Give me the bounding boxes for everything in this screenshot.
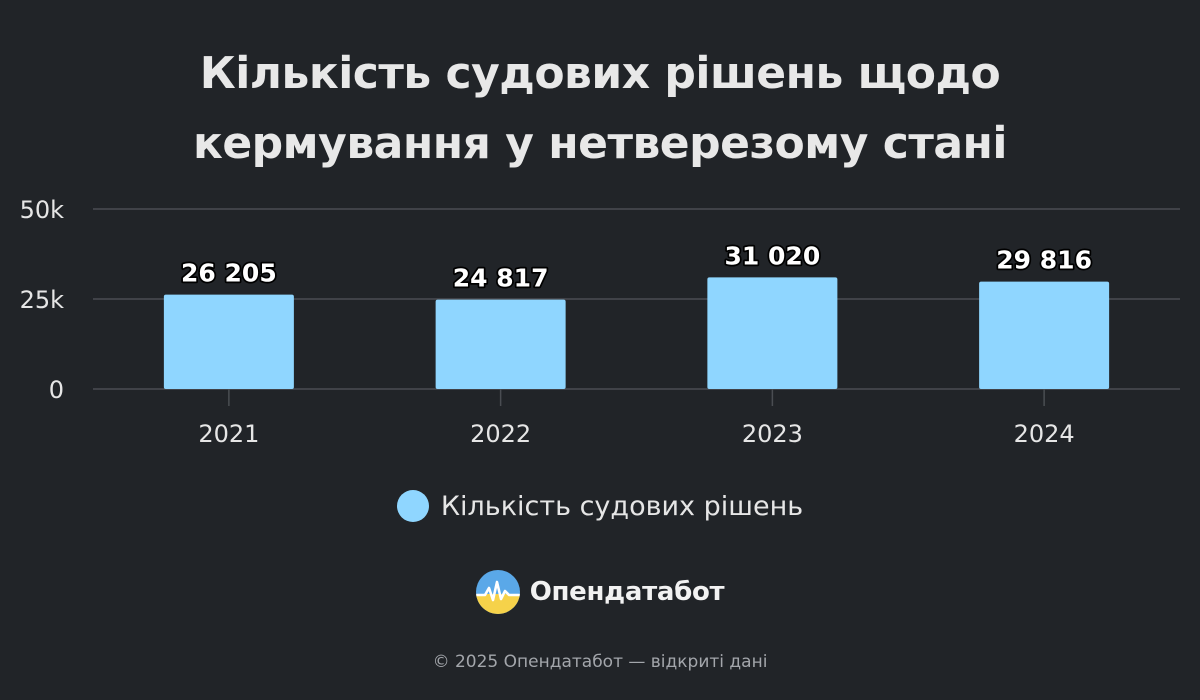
legend-label: Кількість судових рішень <box>440 490 804 522</box>
chart-title-line-2: кермування у нетверезому стані <box>192 118 1008 169</box>
brand-name: Опендатабот <box>529 577 725 607</box>
bar-2022[interactable] <box>435 299 566 389</box>
bars <box>163 277 1110 389</box>
data-label-2022: 24 817 <box>453 264 549 293</box>
x-tick-label: 2024 <box>1014 420 1075 448</box>
chart-title-line-1: Кількість судових рішень щодо <box>199 48 1001 99</box>
legend-swatch <box>396 490 429 522</box>
x-tick-label: 2023 <box>742 420 803 448</box>
data-label-2024: 29 816 <box>996 246 1092 275</box>
opendatabot-logo-icon <box>475 570 520 614</box>
x-tick-label: 2021 <box>198 420 259 448</box>
data-label-2021: 26 205 <box>181 259 277 288</box>
brand: Опендатабот <box>0 570 1200 614</box>
data-label-2023: 31 020 <box>725 241 821 270</box>
x-axis-ticks: 2021 2022 2023 2024 <box>198 389 1075 448</box>
y-axis-ticks: 0 25k 50k <box>20 196 65 404</box>
x-tick-label: 2022 <box>470 420 531 448</box>
bar-2023[interactable] <box>707 277 838 389</box>
footer-copyright: © 2025 Опендатабот — відкриті дані <box>432 652 768 672</box>
bar-2021[interactable] <box>163 294 294 389</box>
y-tick-label: 50k <box>20 196 65 224</box>
bar-2024[interactable] <box>979 281 1110 389</box>
y-tick-label: 0 <box>49 376 64 404</box>
y-tick-label: 25k <box>20 286 65 314</box>
legend[interactable]: Кількість судових рішень <box>0 490 1200 522</box>
data-labels: 26 205 24 817 31 020 29 816 <box>179 240 1093 295</box>
